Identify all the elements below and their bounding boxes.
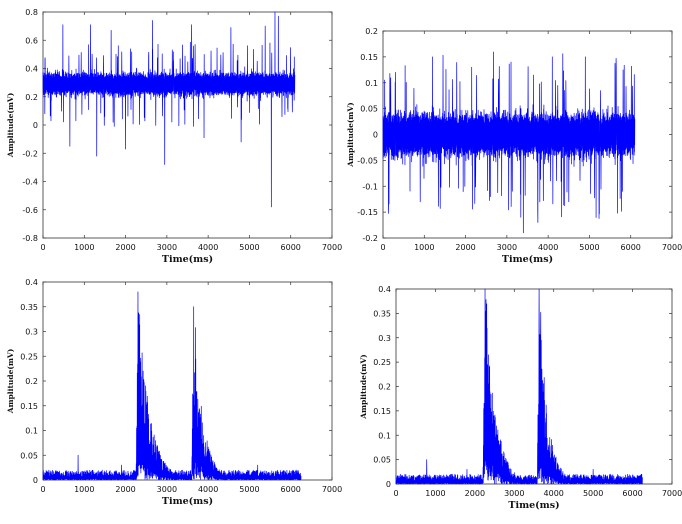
x-tick-label: 2000: [455, 243, 475, 252]
y-tick-label: -0.15: [357, 208, 378, 217]
x-tick-label: 5000: [579, 243, 599, 252]
x-tick-label: 0: [40, 243, 45, 252]
x-tick-label: 7000: [322, 485, 342, 494]
y-tick-label: 0.15: [373, 407, 391, 416]
y-tick-label: -0.8: [22, 234, 38, 243]
signal-series-line: [42, 11, 296, 208]
x-tick-label: 5000: [583, 489, 603, 498]
y-tick-label: 0.1: [378, 431, 391, 440]
x-axis-label: Time(ms): [162, 254, 213, 265]
y-tick-label: 0.05: [373, 456, 391, 465]
y-tick-label: 0: [373, 131, 378, 140]
chart-bottom-right: 0 1000 2000 3000 4000 5000 6000 7000 0 0.05 0.1 0.1…: [359, 285, 682, 511]
x-tick-label: 4000: [544, 489, 564, 498]
y-axis-label: Amplitude(mV): [6, 93, 15, 158]
y-tick-label: 0.15: [360, 53, 378, 62]
y-axis-label: Amplitude(mV): [346, 102, 355, 167]
y-tick-label: 0.05: [360, 105, 378, 114]
y-tick-label: 0.3: [25, 328, 38, 337]
x-tick-label: 3000: [157, 243, 177, 252]
x-tick-label: 6000: [622, 489, 642, 498]
x-tick-label: 4000: [198, 243, 218, 252]
x-tick-label: 7000: [662, 243, 682, 252]
x-tick-label: 5000: [239, 485, 259, 494]
y-tick-label: 0.1: [25, 427, 38, 436]
y-tick-label: 0.2: [25, 377, 38, 386]
y-tick-label: 0.3: [378, 334, 391, 343]
y-tick-label: 0.2: [25, 93, 38, 102]
y-tick-label: 0.15: [20, 402, 38, 411]
y-axis-label: Amplitude(mV): [359, 354, 368, 419]
x-tick-label: 1000: [414, 243, 434, 252]
y-tick-label: -0.1: [362, 182, 378, 191]
y-tick-label: 0.1: [365, 79, 378, 88]
x-tick-label: 3000: [157, 485, 177, 494]
y-tick-label: 0.35: [20, 303, 38, 312]
y-tick-label: 0.4: [25, 278, 38, 287]
x-tick-label: 1000: [74, 485, 94, 494]
y-tick-label: -0.05: [357, 156, 378, 165]
y-tick-label: -0.2: [22, 149, 38, 158]
x-tick-label: 0: [393, 489, 398, 498]
chart-top-right: 0 1000 2000 3000 4000 5000 6000 7000 -0.2 -0.15 -0…: [346, 27, 682, 265]
y-tick-label: 0.2: [365, 27, 378, 36]
y-tick-label: 0.35: [373, 309, 391, 318]
signal-series-line: [42, 291, 302, 481]
x-axis-label: Time(ms): [162, 496, 213, 507]
y-tick-label: 0.4: [25, 65, 38, 74]
signal-series-line: [395, 288, 643, 485]
y-tick-label: -0.2: [362, 234, 378, 243]
y-tick-label: 0.25: [20, 352, 38, 361]
y-tick-label: 0.05: [20, 451, 38, 460]
y-tick-label: 0.4: [378, 285, 391, 294]
y-tick-label: -0.4: [22, 178, 38, 187]
x-tick-label: 1000: [74, 243, 94, 252]
x-tick-label: 3000: [504, 489, 524, 498]
x-tick-label: 0: [40, 485, 45, 494]
y-axis-label: Amplitude(mV): [6, 349, 15, 414]
y-tick-label: 0.25: [373, 358, 391, 367]
x-tick-label: 2000: [115, 243, 135, 252]
y-tick-label: 0.6: [25, 36, 38, 45]
x-tick-label: 1000: [425, 489, 445, 498]
x-tick-label: 2000: [465, 489, 485, 498]
plot-frame: [42, 11, 333, 239]
x-tick-label: 2000: [115, 485, 135, 494]
x-tick-label: 0: [380, 243, 385, 252]
x-tick-label: 7000: [662, 489, 682, 498]
chart-bottom-left: 0 1000 2000 3000 4000 5000 6000 7000 0 0.05 0.1 0.1…: [6, 278, 342, 507]
plot-frame: [395, 288, 673, 485]
chart-top-left: 0 1000 2000 3000 4000 5000 6000 7000 -0.8 -0.6 -0.…: [6, 8, 342, 265]
x-axis-label: Time(ms): [502, 254, 553, 265]
y-tick-label: 0: [33, 121, 38, 130]
signal-series-line: [382, 51, 636, 234]
x-tick-label: 6000: [281, 485, 301, 494]
x-axis-label: Time(ms): [508, 500, 559, 511]
y-tick-label: 0: [386, 480, 391, 489]
x-tick-label: 5000: [239, 243, 259, 252]
y-tick-label: -0.6: [22, 206, 38, 215]
y-tick-label: 0.8: [25, 8, 38, 17]
x-tick-label: 3000: [497, 243, 517, 252]
plot-frame: [42, 281, 333, 481]
y-tick-label: 0: [33, 476, 38, 485]
x-tick-label: 4000: [198, 485, 218, 494]
x-tick-label: 6000: [281, 243, 301, 252]
x-tick-label: 7000: [322, 243, 342, 252]
x-tick-label: 4000: [538, 243, 558, 252]
x-tick-label: 6000: [621, 243, 641, 252]
y-tick-label: 0.2: [378, 383, 391, 392]
